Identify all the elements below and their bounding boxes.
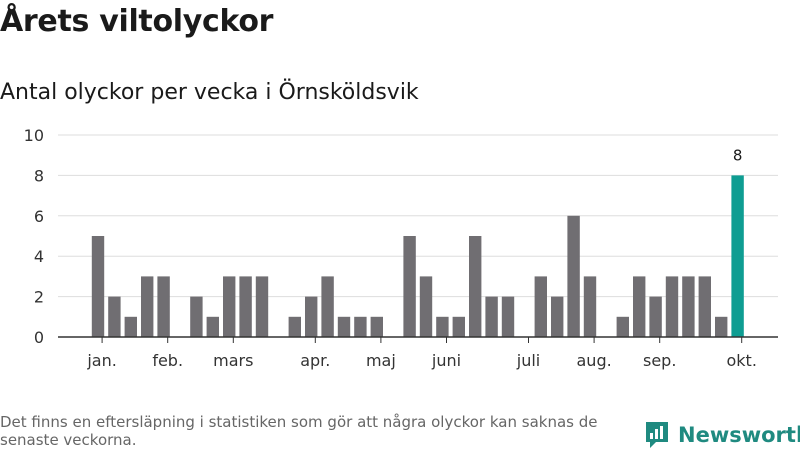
y-tick-label: 2 bbox=[34, 288, 44, 307]
bar bbox=[157, 276, 170, 337]
bar-chart: 0 2 4 6 8 10 8 jan. feb. mars apr. maj juni juli aug… bbox=[24, 126, 778, 370]
y-tick-label: 6 bbox=[34, 207, 44, 226]
bar bbox=[682, 276, 695, 337]
bar bbox=[354, 316, 367, 337]
bar bbox=[485, 296, 498, 337]
bar bbox=[337, 316, 351, 337]
bar bbox=[616, 316, 629, 337]
bar bbox=[223, 276, 236, 337]
bar bbox=[255, 276, 269, 337]
bar bbox=[190, 296, 203, 337]
y-tick-label: 4 bbox=[34, 247, 44, 266]
bar bbox=[141, 276, 154, 337]
x-tick-label: jan. bbox=[86, 351, 116, 370]
bar-highlight bbox=[731, 175, 744, 337]
bar bbox=[534, 276, 547, 337]
x-tick-label: feb. bbox=[152, 351, 183, 370]
bar bbox=[419, 276, 433, 337]
bar bbox=[305, 296, 318, 337]
data-labels: 8 bbox=[733, 146, 743, 164]
grid-lines bbox=[58, 134, 778, 298]
bar bbox=[288, 316, 301, 337]
chart-subtitle: Antal olyckor per vecka i Örnsköldsvik bbox=[0, 80, 419, 105]
bar bbox=[370, 316, 383, 337]
x-tick-label: aug. bbox=[577, 351, 612, 370]
bar bbox=[436, 316, 449, 337]
logo-text: Newsworthy bbox=[678, 423, 800, 447]
y-tick-label: 10 bbox=[24, 126, 44, 145]
x-tick-label: apr. bbox=[300, 351, 330, 370]
bar bbox=[239, 276, 252, 337]
bar bbox=[698, 276, 711, 337]
bar bbox=[649, 296, 662, 337]
bar bbox=[583, 276, 597, 337]
footnote: Det finns en eftersläpning i statistiken… bbox=[0, 413, 598, 449]
chart-title: Årets viltolyckor bbox=[0, 4, 274, 39]
y-tick-label: 8 bbox=[34, 166, 44, 185]
x-tick-label: juni bbox=[431, 351, 461, 370]
bar bbox=[206, 316, 219, 337]
x-tick-label: sep. bbox=[643, 351, 676, 370]
bar bbox=[567, 215, 580, 337]
bar bbox=[469, 236, 482, 337]
x-tick-label: maj bbox=[366, 351, 396, 370]
bar bbox=[321, 276, 334, 337]
bar bbox=[715, 316, 728, 337]
bar bbox=[501, 296, 515, 337]
highlight-data-label: 8 bbox=[733, 146, 743, 164]
bar bbox=[665, 276, 679, 337]
newsworthy-logo-icon bbox=[646, 422, 668, 448]
bars bbox=[91, 175, 744, 337]
bar bbox=[108, 296, 121, 337]
bar bbox=[551, 296, 564, 337]
newsworthy-logo[interactable]: Newsworthy bbox=[644, 420, 800, 450]
y-axis-ticks: 0 2 4 6 8 10 bbox=[24, 126, 44, 347]
bar bbox=[124, 316, 137, 337]
bar bbox=[633, 276, 646, 337]
bar bbox=[403, 236, 416, 337]
x-axis-ticks: jan. feb. mars apr. maj juni juli aug. sep. okt. bbox=[58, 336, 778, 370]
bar bbox=[91, 236, 105, 337]
y-tick-label: 0 bbox=[34, 328, 44, 347]
x-tick-label: okt. bbox=[726, 351, 756, 370]
bar bbox=[452, 316, 465, 337]
x-tick-label: mars bbox=[213, 351, 253, 370]
x-tick-label: juli bbox=[516, 351, 540, 370]
